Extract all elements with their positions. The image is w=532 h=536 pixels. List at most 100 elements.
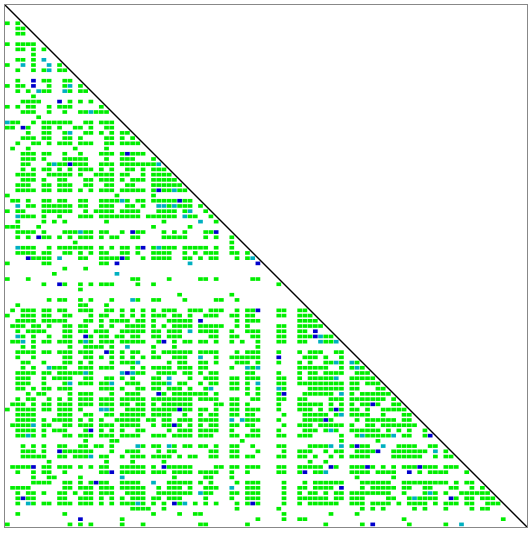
matrix-cell [130, 214, 135, 219]
matrix-cell [20, 230, 26, 234]
matrix-cell [62, 313, 68, 318]
matrix-cell [119, 386, 125, 391]
matrix-cell [365, 480, 370, 485]
matrix-cell [88, 418, 94, 422]
matrix-cell [359, 365, 365, 370]
matrix-cell [109, 256, 115, 260]
matrix-cell [130, 365, 135, 370]
matrix-cell [339, 392, 344, 396]
matrix-cell [464, 491, 470, 495]
matrix-cell [51, 209, 57, 214]
matrix-cell [57, 209, 62, 214]
matrix-cell [67, 350, 73, 354]
matrix-cell [109, 407, 115, 412]
matrix-cell [104, 256, 109, 260]
matrix-cell [125, 131, 130, 135]
matrix-cell [31, 110, 36, 114]
matrix-cell [104, 261, 109, 266]
matrix-cell [20, 162, 26, 167]
matrix-cell [31, 412, 36, 417]
matrix-cell [443, 449, 449, 454]
matrix-cell [57, 350, 62, 354]
matrix-cell [307, 392, 313, 396]
matrix-cell [208, 454, 214, 459]
matrix-cell [140, 198, 146, 203]
matrix-cell [67, 392, 73, 396]
matrix-cell [203, 486, 209, 490]
matrix-cell [67, 230, 73, 234]
matrix-cell [187, 209, 193, 214]
matrix-cell [20, 178, 26, 182]
matrix-cell [156, 298, 162, 302]
matrix-cell [213, 418, 219, 422]
matrix-cell [297, 501, 303, 506]
matrix-cell [20, 360, 26, 365]
matrix-cell [255, 318, 261, 323]
matrix-cell [135, 360, 141, 365]
matrix-cell [213, 470, 219, 475]
matrix-cell [370, 376, 376, 381]
matrix-cell [119, 198, 125, 203]
matrix-cell [62, 230, 68, 234]
matrix-cell [339, 402, 344, 407]
matrix-cell [88, 141, 94, 146]
matrix-cell [229, 245, 235, 250]
matrix-cell [396, 428, 402, 433]
matrix-cell [156, 251, 162, 255]
matrix-cell [177, 381, 182, 386]
matrix-cell [182, 491, 188, 495]
matrix-cell [62, 131, 68, 135]
matrix-cell [88, 110, 94, 114]
matrix-cell [161, 465, 167, 469]
matrix-cell [433, 454, 438, 459]
matrix-cell [182, 407, 188, 412]
matrix-cell [36, 324, 42, 328]
matrix-cell [307, 381, 313, 386]
matrix-cell [125, 501, 130, 506]
matrix-cell [62, 136, 68, 140]
matrix-cell [406, 449, 412, 454]
matrix-cell [245, 329, 250, 334]
matrix-cell [83, 266, 88, 271]
matrix-cell [57, 282, 62, 287]
matrix-cell [140, 188, 146, 193]
matrix-cell [109, 345, 115, 349]
matrix-cell [433, 470, 438, 475]
matrix-cell [25, 183, 31, 187]
matrix-cell [328, 402, 334, 407]
matrix-cell [245, 318, 250, 323]
matrix-cell [67, 136, 73, 140]
matrix-cell [339, 491, 344, 495]
matrix-cell [62, 183, 68, 187]
matrix-cell [234, 251, 240, 255]
matrix-cell [276, 376, 282, 381]
matrix-cell [10, 125, 15, 130]
matrix-cell [151, 334, 156, 339]
matrix-cell [469, 480, 475, 485]
matrix-cell [339, 423, 344, 428]
matrix-cell [51, 376, 57, 381]
matrix-cell [57, 407, 62, 412]
matrix-cell [67, 402, 73, 407]
matrix-cell [396, 501, 402, 506]
matrix-cell [234, 386, 240, 391]
matrix-cell [234, 308, 240, 313]
matrix-cell [323, 360, 329, 365]
matrix-cell [41, 78, 47, 83]
matrix-cell [25, 412, 31, 417]
matrix-cell [31, 371, 36, 375]
matrix-cell [307, 360, 313, 365]
matrix-cell [229, 329, 235, 334]
matrix-cell [62, 365, 68, 370]
matrix-cell [98, 251, 104, 255]
matrix-cell [323, 501, 329, 506]
matrix-cell [119, 178, 125, 182]
matrix-cell [67, 251, 73, 255]
matrix-cell [130, 480, 135, 485]
matrix-cell [104, 141, 109, 146]
matrix-cell [433, 480, 438, 485]
matrix-cell [109, 486, 115, 490]
matrix-cell [119, 402, 125, 407]
matrix-cell [370, 433, 376, 438]
matrix-cell [250, 376, 256, 381]
